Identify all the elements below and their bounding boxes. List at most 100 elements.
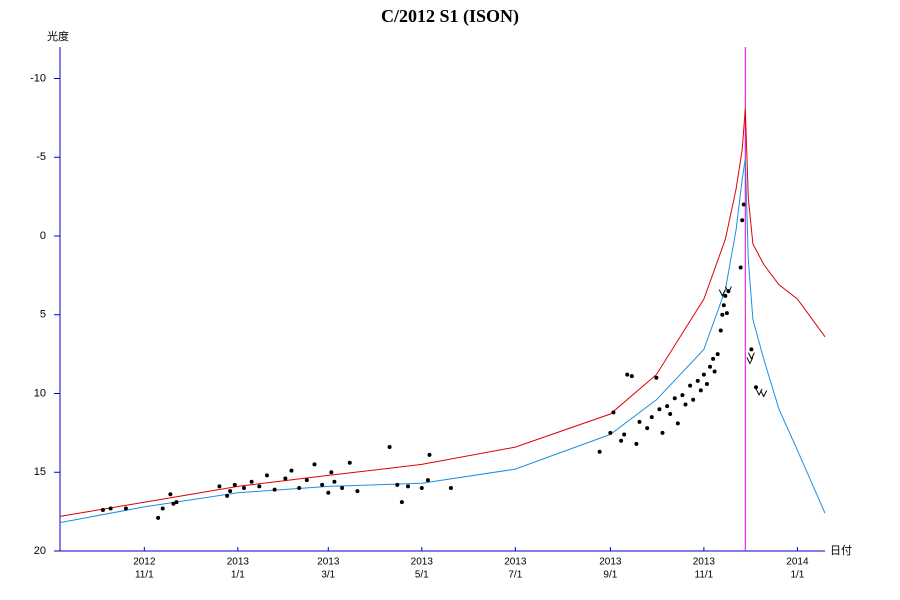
- x-tick-label: 2013: [227, 557, 250, 568]
- observation: [608, 430, 613, 435]
- y-tick-label: 10: [34, 387, 46, 399]
- x-tick-label: 2014: [786, 557, 809, 568]
- observation: [749, 347, 754, 352]
- observation: [654, 375, 659, 380]
- x-tick-label: 2013: [411, 557, 434, 568]
- observation: [723, 293, 728, 298]
- observation: [720, 312, 725, 317]
- observation: [649, 415, 654, 420]
- observation: [160, 506, 165, 511]
- observation: [419, 486, 424, 490]
- y-tick-label: 15: [34, 466, 46, 478]
- observation: [217, 484, 222, 489]
- observation: [711, 356, 716, 361]
- observation: [708, 364, 713, 369]
- x-tick-label: 2013: [693, 557, 716, 568]
- observation: [712, 369, 717, 374]
- upper-limit: [747, 352, 755, 360]
- observation: [672, 396, 677, 401]
- observation: [425, 478, 430, 483]
- observation: [688, 383, 693, 388]
- x-axis-label: 日付: [830, 544, 852, 557]
- observation: [406, 484, 411, 489]
- observation: [698, 388, 703, 393]
- observation: [715, 352, 720, 357]
- x-tick-label: 2013: [504, 557, 527, 568]
- x-tick-label: 2012: [133, 557, 156, 568]
- observation: [395, 482, 400, 487]
- x-tick-label: 2013: [599, 557, 622, 568]
- observation: [355, 489, 360, 494]
- observation: [695, 378, 700, 383]
- observation: [619, 438, 624, 443]
- observation: [701, 372, 706, 377]
- x-tick-label: 11/1: [135, 570, 154, 581]
- observation: [168, 492, 173, 497]
- observation: [171, 501, 176, 506]
- observation: [660, 430, 665, 435]
- x-tick-label: 3/1: [321, 570, 335, 581]
- observation: [741, 202, 746, 207]
- observation: [634, 441, 639, 446]
- x-tick-label: 5/1: [415, 570, 429, 581]
- observation: [232, 482, 237, 487]
- observation: [399, 500, 404, 505]
- observation: [347, 460, 352, 465]
- observation: [448, 486, 453, 490]
- y-tick-label: -5: [36, 151, 46, 163]
- observation: [427, 452, 432, 457]
- model-curve: [59, 158, 826, 524]
- observation: [691, 397, 696, 402]
- observation: [304, 478, 309, 483]
- observation: [738, 265, 743, 270]
- observation: [704, 382, 709, 387]
- upper-limit: [760, 390, 768, 398]
- observation: [329, 470, 334, 475]
- observation: [683, 402, 688, 407]
- observation: [754, 385, 759, 390]
- observation: [340, 486, 345, 490]
- observation: [665, 404, 670, 409]
- observation: [597, 449, 602, 454]
- x-tick-label: 1/1: [790, 570, 804, 581]
- observation: [241, 486, 246, 490]
- observation: [675, 421, 680, 426]
- observation: [249, 479, 254, 484]
- observation: [283, 476, 288, 481]
- observation: [668, 411, 673, 416]
- observation: [625, 372, 630, 377]
- x-tick-label: 7/1: [508, 570, 522, 581]
- observation: [123, 506, 128, 511]
- observation: [680, 393, 685, 398]
- model-curve: [59, 108, 826, 517]
- upper-limit: [746, 357, 754, 365]
- observation: [622, 432, 627, 437]
- observation: [387, 445, 392, 450]
- upper-limit: [718, 289, 726, 297]
- x-tick-label: 11/1: [695, 570, 714, 581]
- observation: [320, 482, 325, 487]
- y-tick-label: 0: [40, 230, 46, 242]
- observation: [228, 489, 233, 494]
- observation: [721, 303, 726, 308]
- y-axis-label: 光度: [47, 29, 69, 43]
- observation: [225, 493, 230, 498]
- observation: [629, 374, 634, 379]
- observation: [326, 490, 331, 495]
- y-tick-label: -10: [30, 72, 46, 84]
- observation: [657, 407, 662, 412]
- observation: [297, 486, 302, 490]
- observation: [611, 410, 616, 415]
- chart-title: C/2012 S1 (ISON): [381, 6, 519, 27]
- observation: [718, 328, 723, 333]
- observation: [257, 484, 262, 489]
- observation: [108, 506, 113, 511]
- observation: [332, 479, 337, 484]
- x-tick-label: 2013: [317, 557, 340, 568]
- observation: [645, 426, 650, 431]
- y-tick-label: 5: [40, 309, 46, 321]
- x-tick-label: 9/1: [603, 570, 617, 581]
- x-tick-label: 1/1: [231, 570, 245, 581]
- upper-limit: [724, 286, 732, 294]
